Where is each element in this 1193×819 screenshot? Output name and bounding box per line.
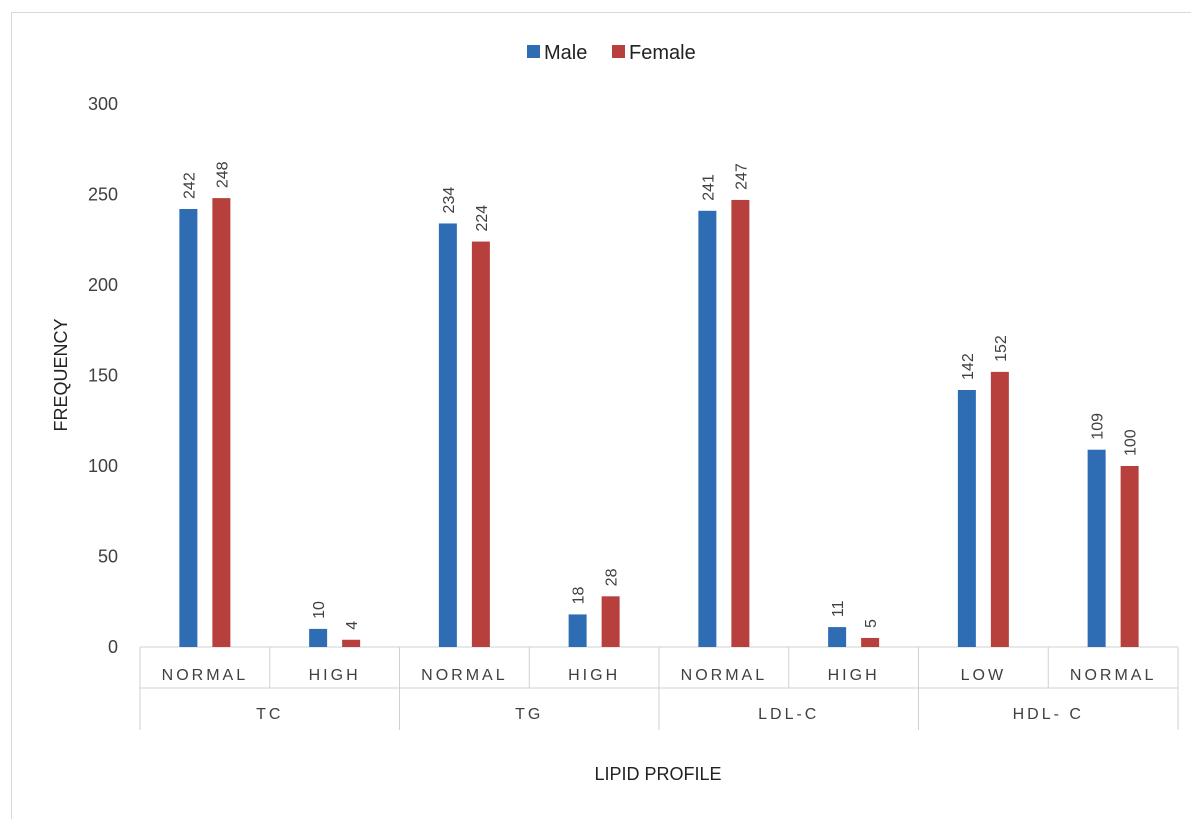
y-tick-label: 100: [88, 456, 118, 476]
data-label-male: 10: [311, 601, 328, 619]
bars: [179, 198, 1139, 648]
bar-male: [1087, 449, 1106, 647]
bar-male: [179, 208, 198, 648]
data-label-male: 18: [571, 587, 588, 605]
y-tick-label: 0: [108, 637, 118, 657]
legend-label-female: Female: [629, 42, 696, 64]
data-label-male: 234: [441, 187, 458, 214]
data-label-female: 28: [604, 568, 621, 586]
x-category-label: NORMAL: [162, 667, 248, 684]
y-tick-label: 150: [88, 366, 118, 386]
legend: Male Female: [527, 42, 696, 64]
data-labels: 242 248 10 4 234 224 18 28 241 247 11 5 142 152 109 100: [181, 161, 1139, 629]
bar-female: [1120, 466, 1139, 647]
legend-label-male: Male: [544, 42, 587, 64]
chart-frame: [11, 12, 1191, 819]
x-category-label: HIGH: [828, 667, 880, 684]
bar-male: [568, 614, 587, 647]
x-group-label: TC: [256, 706, 283, 723]
data-label-female: 248: [214, 161, 231, 188]
data-label-female: 4: [344, 621, 361, 630]
y-axis-title: FREQUENCY: [51, 318, 71, 431]
bar-male: [957, 389, 976, 647]
x-category-label: NORMAL: [1070, 667, 1156, 684]
bar-male: [828, 627, 847, 647]
x-group-label: HDL- C: [1013, 706, 1084, 723]
legend-swatch-female: [612, 45, 625, 58]
x-group-label: LDL-C: [758, 706, 819, 723]
y-tick-label: 250: [88, 185, 118, 205]
x-category-label: NORMAL: [421, 667, 507, 684]
bar-female: [342, 639, 361, 647]
data-label-female: 5: [863, 619, 880, 628]
bar-male: [698, 210, 717, 648]
bar-female: [471, 241, 490, 647]
x-category-label: HIGH: [568, 667, 620, 684]
x-axis-title: LIPID PROFILE: [594, 764, 721, 784]
legend-swatch-male: [527, 45, 540, 58]
data-label-male: 242: [181, 172, 198, 199]
data-label-female: 152: [993, 335, 1010, 362]
bar-male: [309, 628, 328, 647]
data-label-male: 11: [830, 600, 847, 617]
bar-female: [990, 371, 1009, 647]
y-axis: 0 50 100 150 200 250 300: [88, 94, 118, 657]
bar-male: [438, 223, 457, 647]
data-label-male: 142: [960, 353, 977, 380]
data-label-female: 247: [733, 163, 750, 190]
data-label-male: 109: [1090, 413, 1107, 440]
data-label-female: 100: [1123, 429, 1140, 456]
x-category-label: NORMAL: [681, 667, 767, 684]
x-category-label: LOW: [961, 667, 1006, 684]
y-tick-label: 200: [88, 275, 118, 295]
bar-female: [601, 596, 620, 647]
x-group-label: TG: [515, 706, 543, 723]
bar-female: [731, 199, 750, 647]
bar-female: [212, 198, 231, 647]
bar-female: [861, 637, 880, 647]
y-tick-label: 50: [98, 547, 118, 567]
data-label-female: 224: [474, 205, 491, 232]
x-category-label: HIGH: [309, 667, 361, 684]
y-tick-label: 300: [88, 94, 118, 114]
data-label-male: 241: [700, 174, 717, 201]
x-axis: NORMAL HIGH NORMAL HIGH NORMAL HIGH LOW NORMAL T…: [139, 646, 1179, 730]
